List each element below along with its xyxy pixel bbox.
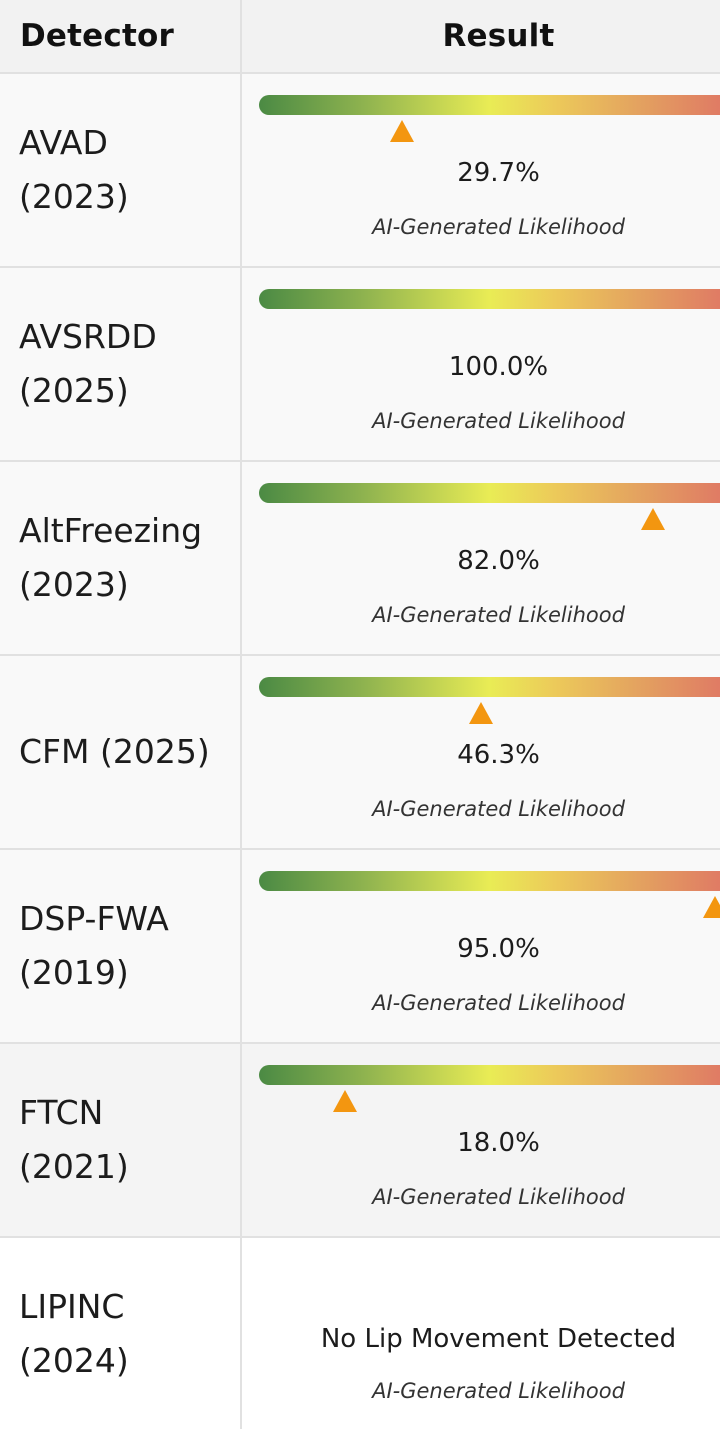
detector-column-header: Detector [20,18,174,54]
detector-cell: FTCN (2021) [0,1044,240,1236]
detector-cell: AVSRDD (2025) [0,268,240,460]
result-cell: 18.0% AI-Generated Likelihood [242,1044,720,1236]
likelihood-gradient-bar [259,871,720,891]
table-row: CFM (2025) 46.3% AI-Generated Likelihood [0,656,720,850]
table-row: AVSRDD (2025) 100.0% AI-Generated Likeli… [0,268,720,462]
result-cell: No Lip Movement Detected AI-Generated Li… [242,1238,720,1429]
likelihood-percent: 46.3% [457,740,540,770]
table-row: AVAD (2023) 29.7% AI-Generated Likelihoo… [0,74,720,268]
table-header: Detector Result [0,0,720,74]
likelihood-marker-icon [469,702,494,724]
likelihood-marker-icon [333,1090,358,1112]
detector-name: FTCN (2021) [19,1093,129,1186]
likelihood-percent: 100.0% [448,352,549,382]
detector-name: AltFreezing (2023) [19,511,203,604]
result-column-header: Result [442,18,555,54]
detector-name: AVAD (2023) [19,123,129,216]
likelihood-marker-icon [703,896,720,918]
result-cell: 29.7% AI-Generated Likelihood [242,74,720,266]
likelihood-marker-icon [640,508,665,530]
detector-cell: CFM (2025) [0,656,240,848]
result-cell: 46.3% AI-Generated Likelihood [242,656,720,848]
detector-cell: DSP-FWA (2019) [0,850,240,1042]
likelihood-percent: 18.0% [457,1128,540,1158]
detector-name: LIPINC (2024) [19,1287,129,1380]
detector-cell: LIPINC (2024) [0,1238,240,1429]
likelihood-label: AI-Generated Likelihood [372,215,625,239]
likelihood-label: AI-Generated Likelihood [372,991,625,1015]
column-divider [240,0,242,1429]
likelihood-gradient-bar [259,1065,720,1085]
detector-name: DSP-FWA (2019) [19,899,169,992]
result-cell: 100.0% AI-Generated Likelihood [242,268,720,460]
detector-cell: AVAD (2023) [0,74,240,266]
likelihood-gradient-bar [259,289,720,309]
table-row: AltFreezing (2023) 82.0% AI-Generated Li… [0,462,720,656]
likelihood-label: AI-Generated Likelihood [372,603,625,627]
likelihood-label: AI-Generated Likelihood [372,1185,625,1209]
likelihood-gradient-bar [259,677,720,697]
likelihood-label: AI-Generated Likelihood [372,1379,625,1403]
table-row: DSP-FWA (2019) 95.0% AI-Generated Likeli… [0,850,720,1044]
likelihood-percent: 95.0% [457,934,540,964]
likelihood-label: AI-Generated Likelihood [372,797,625,821]
likelihood-gradient-bar [259,95,720,115]
likelihood-marker-icon [389,120,414,142]
detector-name: AVSRDD (2025) [19,317,157,410]
table-row: LIPINC (2024) No Lip Movement Detected A… [0,1238,720,1429]
no-lip-movement-message: No Lip Movement Detected [320,1324,677,1354]
detector-name: CFM (2025) [19,732,210,771]
table-row: FTCN (2021) 18.0% AI-Generated Likelihoo… [0,1044,720,1238]
likelihood-gradient-bar [259,483,720,503]
likelihood-percent: 82.0% [457,546,540,576]
likelihood-label: AI-Generated Likelihood [372,409,625,433]
detector-cell: AltFreezing (2023) [0,462,240,654]
result-cell: 82.0% AI-Generated Likelihood [242,462,720,654]
result-cell: 95.0% AI-Generated Likelihood [242,850,720,1042]
likelihood-percent: 29.7% [457,158,540,188]
